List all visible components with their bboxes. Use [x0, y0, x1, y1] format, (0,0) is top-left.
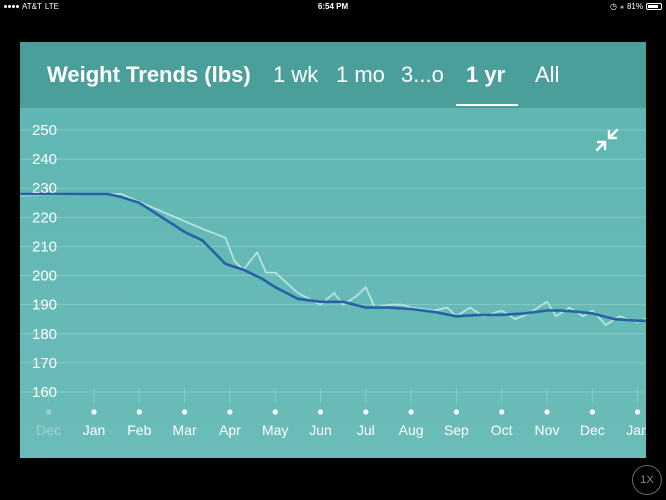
tab-1-month[interactable]: 1 mo [336, 62, 385, 87]
y-tick-label-200: 200 [32, 268, 57, 285]
y-tick-label-170: 170 [32, 355, 57, 372]
tab-3-months[interactable]: 3...o [401, 62, 444, 87]
tab-all[interactable]: All [535, 62, 560, 87]
x-tick-label-5: May [262, 422, 288, 438]
status-left: AT&T LTE [4, 2, 59, 11]
status-bar: AT&T LTE 6:54 PM ◷ ⁎ 81% [0, 0, 666, 14]
y-tick-label-160: 160 [32, 384, 57, 401]
x-tick-dot-4 [227, 409, 233, 415]
x-tick-label-2: Feb [127, 422, 151, 438]
y-tick-label-250: 250 [32, 122, 57, 139]
x-tick-dot-7 [363, 409, 369, 415]
x-tick-label-4: Apr [219, 422, 241, 438]
y-tick-label-190: 190 [32, 297, 57, 314]
x-tick-label-1: Jan [83, 422, 106, 438]
tab-1-week[interactable]: 1 wk [273, 62, 319, 87]
x-tick-dot-8 [408, 409, 414, 415]
weight-trends-panel: Weight Trends (lbs) 1 wk 1 mo 3...o 1 yr… [20, 42, 646, 458]
x-tick-label-10: Oct [491, 422, 513, 438]
x-tick-dot-9 [453, 409, 459, 415]
y-tick-label-240: 240 [32, 151, 57, 168]
x-tick-dot-11 [544, 409, 550, 415]
x-tick-dot-10 [499, 409, 505, 415]
battery-percent: 81% [626, 2, 643, 11]
battery-icon [646, 3, 662, 10]
x-tick-dot-3 [182, 409, 188, 415]
zoom-badge[interactable]: 1X [632, 465, 662, 495]
x-tick-label-3: Mar [173, 422, 197, 438]
x-tick-label-7: Jul [357, 422, 375, 438]
collapse-arrows-icon[interactable] [595, 128, 619, 152]
tab-1-year[interactable]: 1 yr [466, 62, 506, 87]
x-tick-dot-5 [272, 409, 278, 415]
chart-title: Weight Trends (lbs) [47, 62, 251, 87]
carrier-label: AT&T [22, 2, 42, 11]
status-time: 6:54 PM [317, 2, 349, 11]
x-tick-dot-12 [589, 409, 595, 415]
active-tab-indicator [456, 104, 518, 106]
x-tick-label-6: Jun [309, 422, 332, 438]
series-line-raw [20, 193, 646, 326]
series-line-trend [20, 192, 646, 323]
x-tick-label-0: Dec [36, 422, 61, 438]
x-tick-dot-13 [635, 409, 641, 415]
y-tick-label-180: 180 [32, 326, 57, 343]
x-tick-labels: Dec Jan Feb Mar Apr May Jun Jul Aug Sep Oct Nov Dec J… [36, 388, 646, 438]
x-tick-label-8: Aug [399, 422, 424, 438]
x-tick-dot-0 [46, 409, 52, 415]
x-tick-label-13: Jan [626, 422, 646, 438]
x-tick-dot-1 [91, 409, 97, 415]
y-tick-label-210: 210 [32, 238, 57, 255]
x-tick-dot-2 [136, 409, 142, 415]
signal-strength-icon [4, 5, 19, 8]
chart-header: Weight Trends (lbs) 1 wk 1 mo 3...o 1 yr… [20, 42, 646, 108]
network-label: LTE [44, 2, 59, 11]
bluetooth-icon: ⁎ [619, 2, 624, 11]
x-tick-label-9: Sep [444, 422, 469, 438]
series-layer [20, 192, 646, 326]
alarm-icon: ◷ [610, 2, 617, 11]
status-right: ◷ ⁎ 81% [610, 2, 662, 11]
grid-layer [20, 129, 646, 393]
x-tick-label-11: Nov [535, 422, 560, 438]
y-tick-label-220: 220 [32, 209, 57, 226]
x-tick-dot-6 [317, 409, 324, 415]
x-tick-label-12: Dec [580, 422, 605, 438]
